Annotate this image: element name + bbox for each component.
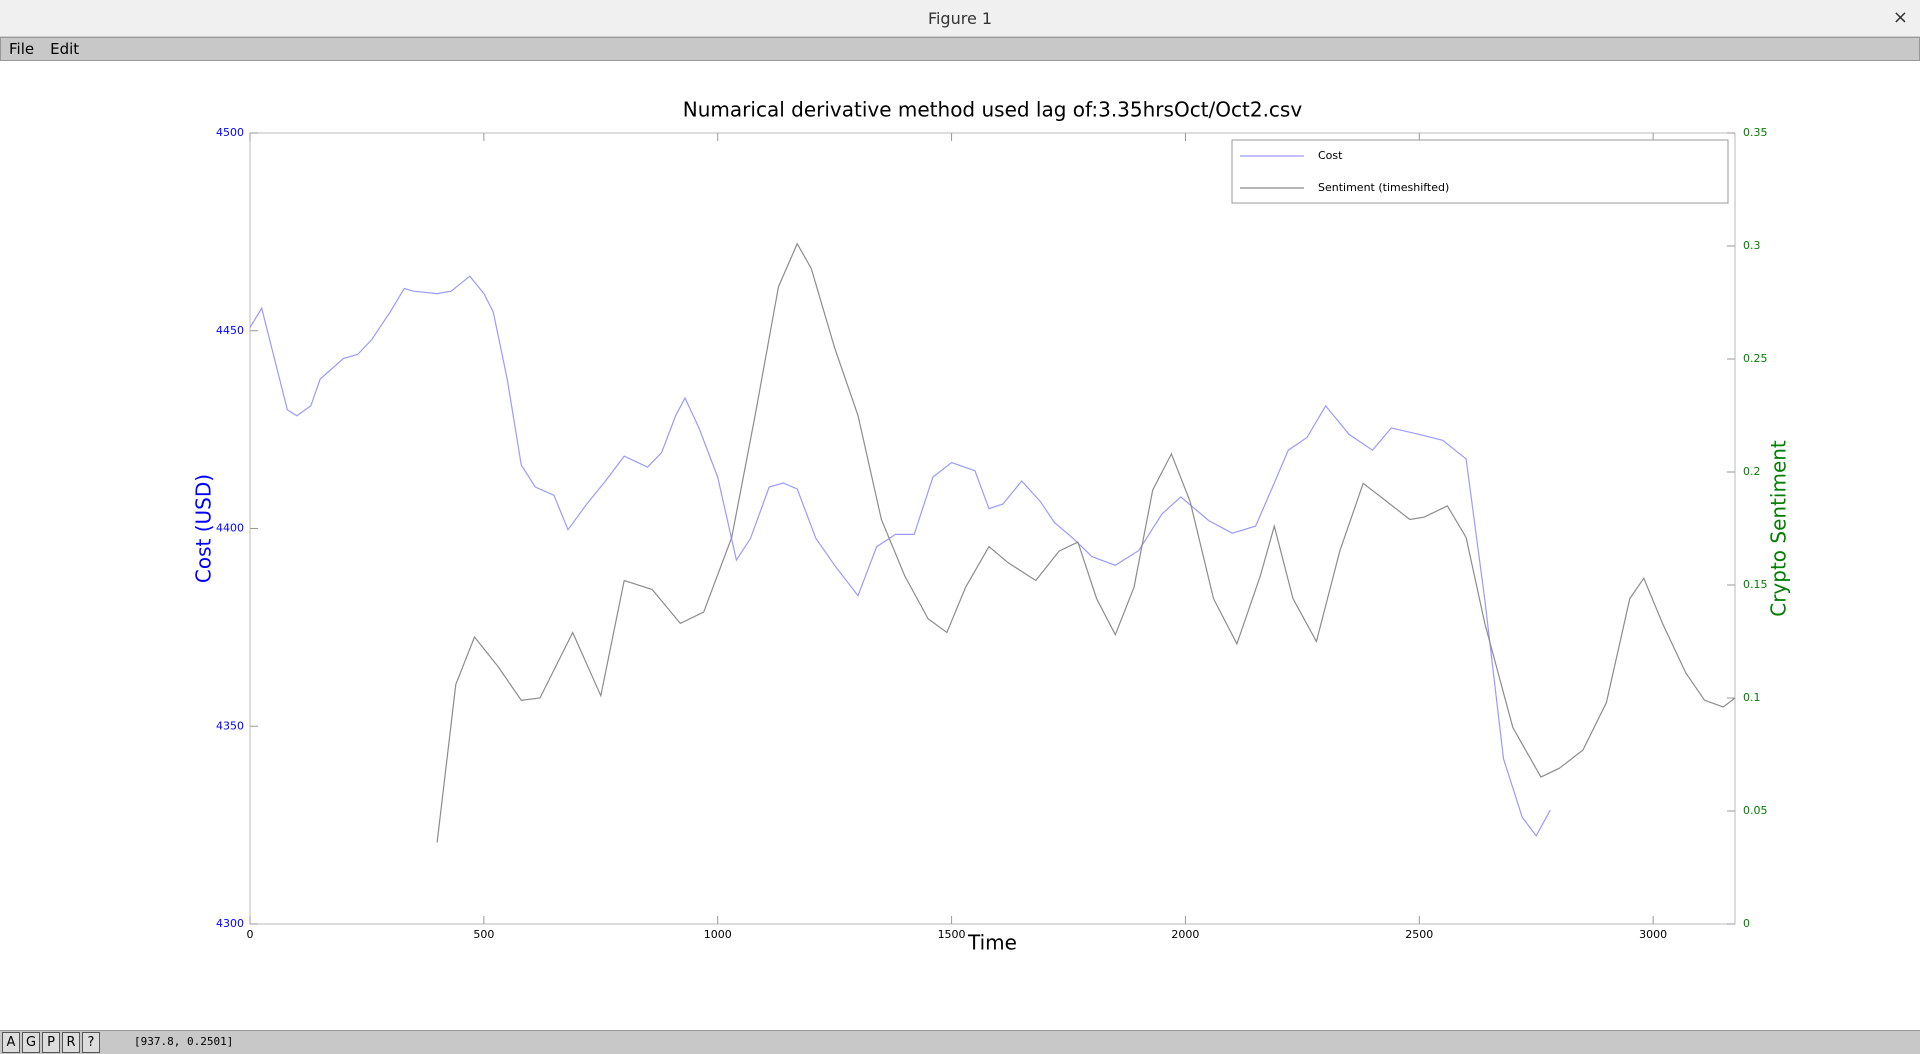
toolbar-button[interactable]: A xyxy=(2,1032,20,1053)
y2-tick-label: 0.3 xyxy=(1743,239,1761,252)
window-title: Figure 1 xyxy=(927,9,993,28)
x-axis-label: Time xyxy=(967,931,1017,955)
y2-tick-label: 0.15 xyxy=(1743,578,1768,591)
y2-tick-label: 0.2 xyxy=(1743,465,1761,478)
y-tick-label: 4400 xyxy=(216,522,244,535)
data-line xyxy=(249,275,1551,837)
legend-box xyxy=(1231,139,1729,204)
y2-tick-label: 0 xyxy=(1743,917,1750,930)
y-tick-label: 4500 xyxy=(216,126,244,139)
y2-tick-label: 0.35 xyxy=(1743,126,1768,139)
y-tick-label: 4300 xyxy=(216,917,244,930)
y-tick-label: 4450 xyxy=(216,324,244,337)
legend-label: Sentiment (timeshifted) xyxy=(1318,181,1449,194)
toolbar-button[interactable]: R xyxy=(62,1032,80,1053)
x-tick-label: 0 xyxy=(247,928,254,941)
x-tick-label: 2000 xyxy=(1171,928,1199,941)
x-tick-label: 2500 xyxy=(1405,928,1433,941)
x-tick-label: 1500 xyxy=(938,928,966,941)
y2-axis-label: Crypto Sentiment xyxy=(1767,440,1791,617)
data-line xyxy=(436,242,1736,843)
x-tick-label: 1000 xyxy=(704,928,732,941)
y-tick-label: 4350 xyxy=(216,719,244,732)
y2-tick-label: 0.05 xyxy=(1743,804,1768,817)
toolbar-button[interactable]: ? xyxy=(82,1032,100,1053)
y-axis-label: Cost (USD) xyxy=(192,474,216,583)
x-tick-label: 3000 xyxy=(1639,928,1667,941)
close-button[interactable]: × xyxy=(1892,7,1908,28)
toolbar-button[interactable]: P xyxy=(42,1032,60,1053)
plot-area xyxy=(249,132,1736,925)
menu-bar: File Edit xyxy=(0,37,1920,61)
y2-tick-label: 0.1 xyxy=(1743,691,1761,704)
x-tick-label: 500 xyxy=(473,928,494,941)
title-bar: Figure 1 × xyxy=(0,0,1920,37)
coordinates: [937.8, 0.2501] xyxy=(134,1035,234,1048)
y2-tick-label: 0.25 xyxy=(1743,352,1768,365)
chart: Numarical derivative method used lag of:… xyxy=(192,98,1791,955)
chart-title: Numarical derivative method used lag of:… xyxy=(683,98,1303,122)
status-bar: A G P R? [937.8, 0.2501] xyxy=(0,1030,1920,1054)
menu-item[interactable]: Edit xyxy=(50,40,80,58)
toolbar-button[interactable]: G xyxy=(22,1032,40,1053)
legend-label: Cost xyxy=(1318,149,1343,162)
menu-item[interactable]: File xyxy=(9,40,35,58)
